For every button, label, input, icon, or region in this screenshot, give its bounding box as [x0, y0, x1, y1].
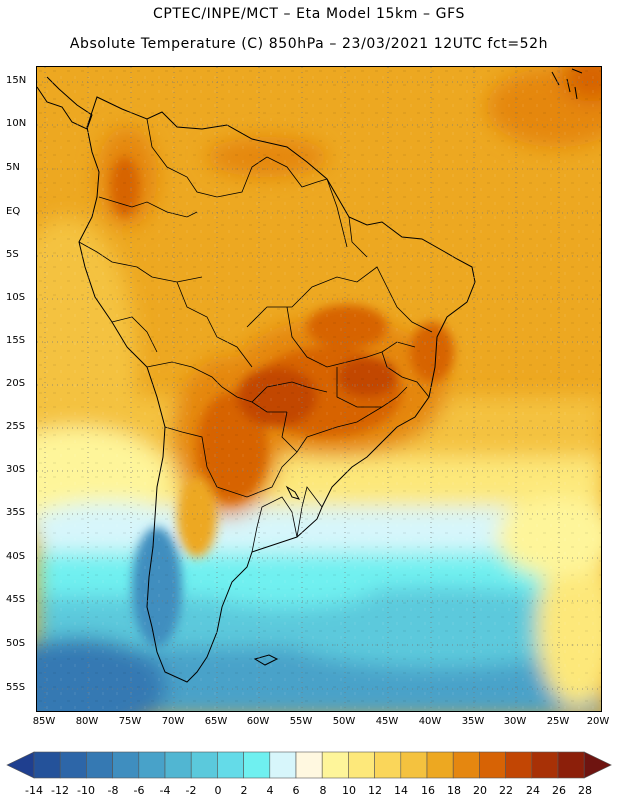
- lagoon: [285, 485, 301, 500]
- lon-label: 75W: [118, 716, 142, 727]
- lat-label: 55S: [6, 682, 26, 693]
- lat-label: 25S: [6, 421, 26, 432]
- colorbar-cell: [479, 751, 506, 779]
- colorbar-cell: [295, 751, 323, 779]
- chart-subtitle: Absolute Temperature (C) 850hPa – 23/03/…: [69, 36, 549, 52]
- colorbar-cell: [348, 751, 375, 779]
- colorbar-cell: [217, 751, 244, 779]
- colorbar-label: -8: [107, 784, 119, 797]
- lat-label: 5S: [6, 249, 19, 260]
- colorbar-label: 26: [552, 784, 566, 797]
- chart-title: CPTEC/INPE/MCT – Eta Model 15km – GFS: [152, 6, 466, 22]
- lat-label: 10N: [6, 118, 27, 129]
- falkland-islands: [253, 654, 279, 666]
- lat-label: 30S: [6, 464, 26, 475]
- colorbar-cell: [505, 751, 533, 779]
- colorbar-cell: [400, 751, 428, 779]
- lat-label: 10S: [6, 292, 26, 303]
- lon-label: 85W: [32, 716, 56, 727]
- lat-label: 20S: [6, 378, 26, 389]
- colorbar-cell: [243, 751, 271, 779]
- colorbar-label: 22: [499, 784, 513, 797]
- colorbar-cell: [452, 751, 480, 779]
- lat-label: 50S: [6, 638, 26, 649]
- colorbar-cell: [426, 751, 454, 779]
- colorbar-cell: [112, 751, 140, 779]
- colorbar-cell: [269, 751, 297, 779]
- colorbar-cell: [138, 751, 166, 779]
- lat-label: 5N: [6, 162, 20, 173]
- colorbar-label: -12: [51, 784, 69, 797]
- colorbar-cell: [374, 751, 402, 779]
- lat-label: 15S: [6, 335, 26, 346]
- lat-label: 15N: [6, 75, 27, 86]
- colorbar-arrow-left: [6, 751, 35, 779]
- colorbar: [6, 751, 612, 779]
- colorbar-cell: [190, 751, 218, 779]
- colorbar-cell: [86, 751, 113, 779]
- colorbar-label: 4: [266, 784, 274, 797]
- lon-label: 60W: [246, 716, 270, 727]
- colorbar-label: 24: [526, 784, 540, 797]
- colorbar-cell: [33, 751, 61, 779]
- lon-label: 55W: [289, 716, 313, 727]
- colorbar-cell: [557, 751, 585, 779]
- lon-label: 65W: [204, 716, 228, 727]
- lon-label: 25W: [546, 716, 570, 727]
- colorbar-label: 6: [292, 784, 300, 797]
- colorbar-cell: [531, 751, 559, 779]
- lon-label: 30W: [503, 716, 527, 727]
- lon-label: 35W: [461, 716, 485, 727]
- colorbar-label: 8: [319, 784, 327, 797]
- colorbar-label: 20: [473, 784, 487, 797]
- colorbar-label: 16: [421, 784, 435, 797]
- colorbar-label: -6: [133, 784, 145, 797]
- colorbar-label: 28: [578, 784, 592, 797]
- colorbar-label: -2: [185, 784, 197, 797]
- colorbar-label: 14: [394, 784, 408, 797]
- lon-label: 80W: [75, 716, 99, 727]
- lat-label: 45S: [6, 594, 26, 605]
- colorbar-cell: [164, 751, 192, 779]
- lon-label: 40W: [418, 716, 442, 727]
- colorbar-label: -4: [159, 784, 171, 797]
- field-texture: [37, 67, 601, 711]
- colorbar-label: 12: [368, 784, 382, 797]
- colorbar-label: -10: [77, 784, 95, 797]
- lon-label: 50W: [332, 716, 356, 727]
- temperature-map: [37, 67, 601, 711]
- lon-label: 45W: [375, 716, 399, 727]
- lat-label: 35S: [6, 507, 26, 518]
- lon-label: 70W: [161, 716, 185, 727]
- map-panel: [36, 66, 602, 712]
- colorbar-label: 10: [342, 784, 356, 797]
- lat-label: EQ: [6, 206, 21, 217]
- lat-label: 40S: [6, 551, 26, 562]
- colorbar-cell: [59, 751, 87, 779]
- colorbar-arrow-right: [583, 751, 612, 779]
- caribbean-islands: [551, 68, 583, 100]
- coastline-central-america: [37, 76, 93, 130]
- colorbar-label: 2: [240, 784, 248, 797]
- colorbar-label: 18: [447, 784, 461, 797]
- lon-label: 20W: [586, 716, 610, 727]
- colorbar-cell: [321, 751, 349, 779]
- colorbar-label: 0: [214, 784, 222, 797]
- colorbar-label: -14: [25, 784, 43, 797]
